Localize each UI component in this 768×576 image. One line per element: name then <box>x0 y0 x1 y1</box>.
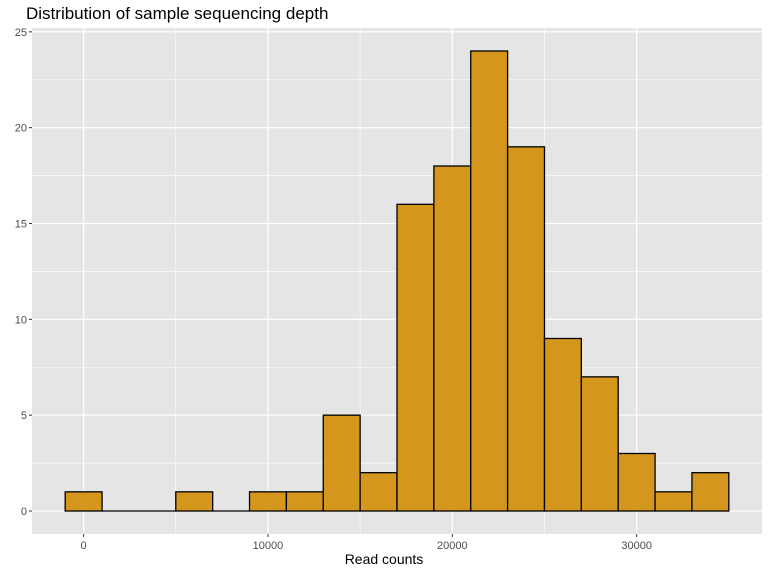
histogram-bar <box>470 50 509 512</box>
histogram-bar <box>654 491 693 512</box>
histogram-bar <box>580 376 619 512</box>
y-tick-label: 25 <box>15 27 27 39</box>
x-tick-label: 10000 <box>253 540 284 552</box>
histogram-bar <box>543 337 582 512</box>
histogram-bars <box>64 50 730 512</box>
y-tick-label: 10 <box>15 314 27 326</box>
x-axis-title: Read counts <box>344 551 424 567</box>
chart-title: Distribution of sample sequencing depth <box>26 4 329 23</box>
y-tick-label: 15 <box>15 219 27 231</box>
y-axis-ticks: 0 5 10 15 20 25 <box>15 27 32 518</box>
y-tick-label: 20 <box>15 123 27 135</box>
histogram-bar <box>396 203 435 512</box>
x-axis-ticks: 0 10000 20000 30000 <box>81 534 652 552</box>
y-tick-label: 0 <box>21 506 27 518</box>
histogram-bar <box>617 452 656 512</box>
x-tick-label: 20000 <box>437 540 468 552</box>
histogram-bar <box>248 491 288 512</box>
y-tick-label: 5 <box>21 410 27 422</box>
histogram-bar <box>359 472 398 512</box>
histogram-bar <box>506 146 546 512</box>
histogram-bar <box>285 491 324 512</box>
x-tick-label: 0 <box>81 540 87 552</box>
histogram-bar <box>433 165 472 512</box>
histogram-bar <box>64 491 103 512</box>
x-tick-label: 30000 <box>621 540 652 552</box>
histogram-bar <box>175 491 214 512</box>
histogram-bar <box>322 414 361 512</box>
histogram-bar <box>691 472 730 512</box>
